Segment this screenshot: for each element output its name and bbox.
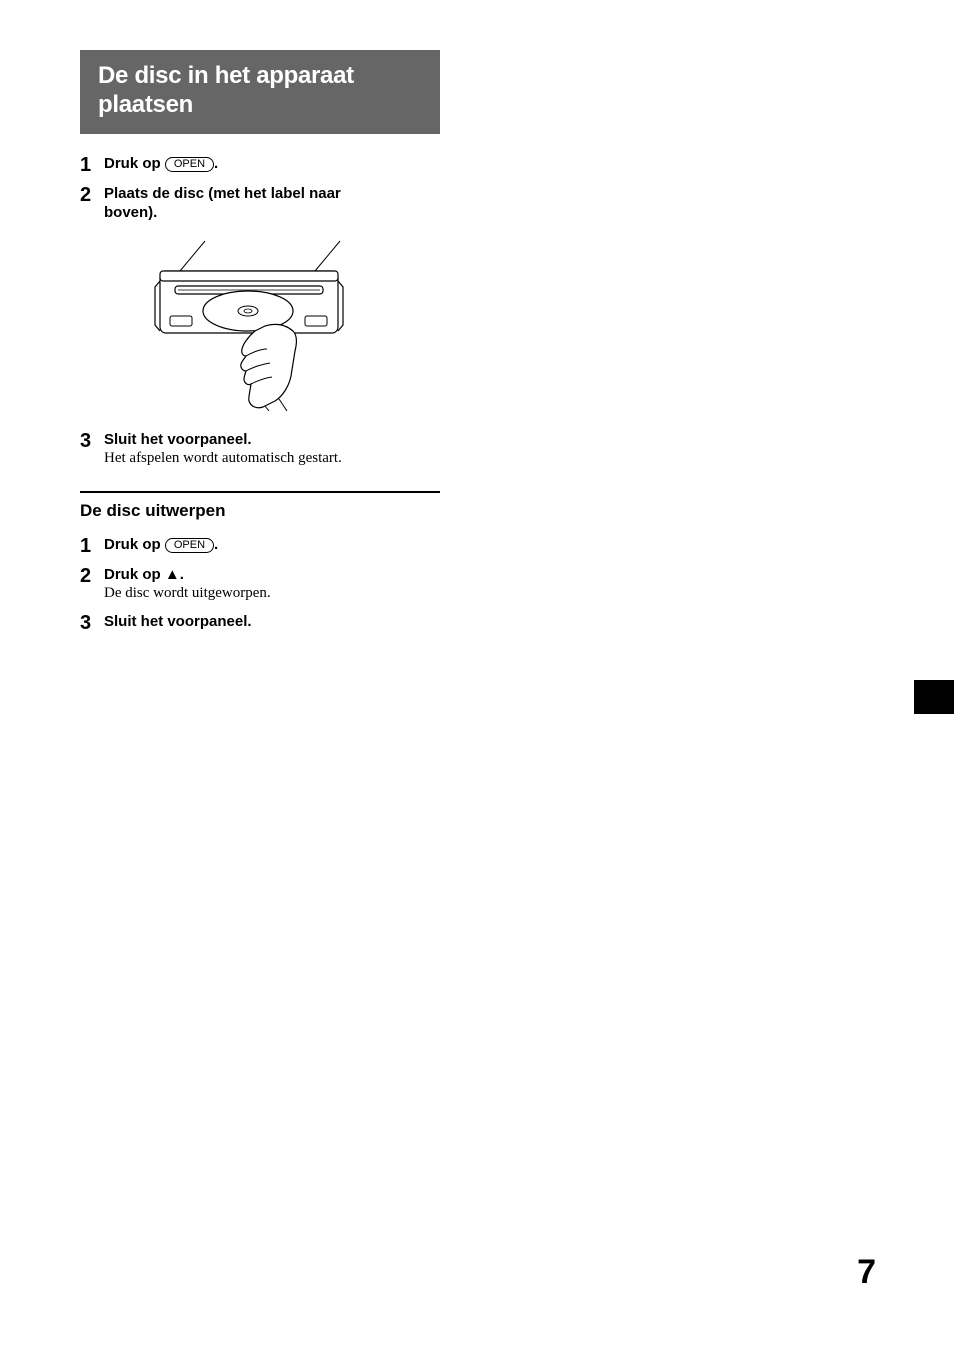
step-note: Het afspelen wordt automatisch gestart. [104,449,342,469]
step-text: Plaats de disc (met het label naar boven… [104,184,385,223]
step-number: 2 [80,565,104,587]
section-divider [80,491,440,493]
step-number: 1 [80,535,104,557]
step-number: 3 [80,430,104,452]
step-note: De disc wordt uitgeworpen. [104,584,271,604]
step-text: Sluit het voorpaneel. [104,612,252,632]
eject-icon: ▲ [165,566,180,583]
open-button-label: OPEN [165,538,214,553]
open-button-label: OPEN [165,157,214,172]
step-item: 3 Sluit het voorpaneel. Het afspelen wor… [80,430,385,469]
disc-insert-illustration [145,231,385,416]
page-number: 7 [857,1253,876,1292]
step-text: Druk op OPEN. [104,155,218,172]
step-item: 1 Druk op OPEN. [80,154,385,176]
step-item: 3 Sluit het voorpaneel. [80,612,385,634]
step-number: 2 [80,184,104,206]
step-item: 2 Druk op ▲. De disc wordt uitgeworpen. [80,565,385,604]
step-number: 1 [80,154,104,176]
step-item: 1 Druk op OPEN. [80,535,385,557]
step-number: 3 [80,612,104,634]
step-text: Sluit het voorpaneel. [104,430,342,450]
step-item: 2 Plaats de disc (met het label naar bov… [80,184,385,223]
section-title: De disc in het apparaat plaatsen [80,50,440,134]
title-text: De disc in het apparaat plaatsen [98,62,422,120]
page-edge-tab [914,680,954,714]
sub-heading: De disc uitwerpen [80,501,385,521]
step-text: Druk op ▲. [104,565,271,585]
step-text: Druk op OPEN. [104,536,218,553]
